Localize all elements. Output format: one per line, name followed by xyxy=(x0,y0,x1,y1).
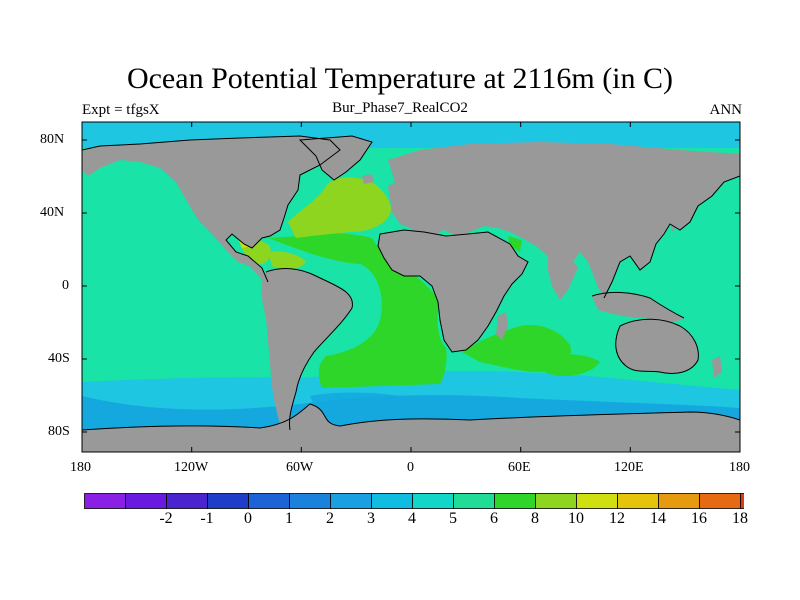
map-panel xyxy=(82,122,740,452)
colorbar-label: 8 xyxy=(531,510,539,527)
colorbar-label: 3 xyxy=(367,510,375,527)
colorbar-box xyxy=(699,493,741,509)
antarctica xyxy=(82,404,740,452)
colorbar-box xyxy=(84,493,126,509)
lon-tick-label: 120E xyxy=(614,460,644,475)
case-label: Bur_Phase7_RealCO2 xyxy=(332,100,468,116)
colorbar-label: 6 xyxy=(490,510,498,527)
lat-tick-label: 80S xyxy=(48,424,70,439)
north-atlantic-warmer-water xyxy=(288,177,391,238)
season-label: ANN xyxy=(709,102,743,118)
colorbar-box xyxy=(494,493,536,509)
colorbar-box xyxy=(125,493,167,509)
southeast-asia xyxy=(592,262,612,296)
iceland xyxy=(362,174,374,184)
india xyxy=(548,256,578,300)
colorbar-box xyxy=(535,493,577,509)
lat-tick-label: 0 xyxy=(62,278,69,293)
lon-tick-label: 180 xyxy=(70,460,91,475)
experiment-label: Expt = tfgsX xyxy=(82,102,160,118)
colorbar-label: -1 xyxy=(200,510,214,527)
colorbar-label: -2 xyxy=(159,510,173,527)
lat-tick-label: 40N xyxy=(40,205,65,220)
north-america xyxy=(82,136,340,282)
coastlines xyxy=(82,135,740,431)
lat-tick-label: 40S xyxy=(48,351,70,366)
south-america xyxy=(261,268,353,430)
colorbar-label: 18 xyxy=(732,510,748,527)
lat-tick-label: 80N xyxy=(40,132,65,147)
colorbar-label: 1 xyxy=(285,510,293,527)
lon-tick-label: 120W xyxy=(174,460,209,475)
colorbar-box xyxy=(453,493,495,509)
new-zealand xyxy=(712,356,722,378)
indian-ocean-warm-patch xyxy=(540,354,600,377)
drake-cold-pool xyxy=(310,392,420,414)
lon-tick-label: 60W xyxy=(286,460,314,475)
colorbar-label: 14 xyxy=(650,510,666,527)
colorbar-label: 0 xyxy=(244,510,252,527)
colorbar-label: 5 xyxy=(449,510,457,527)
japan xyxy=(668,206,680,232)
maritime-continent xyxy=(592,292,684,322)
colorbar-label: 4 xyxy=(408,510,416,527)
colorbar-box xyxy=(207,493,249,509)
colorbar-label: 2 xyxy=(326,510,334,527)
colorbar-box xyxy=(330,493,372,509)
lon-tick-label: 0 xyxy=(407,460,414,475)
lon-tick-label: 180 xyxy=(729,460,750,475)
colorbar xyxy=(84,493,744,509)
british-isles xyxy=(388,182,398,200)
colorbar-box xyxy=(740,493,744,509)
colorbar-box xyxy=(166,493,208,509)
colorbar-box xyxy=(248,493,290,509)
colorbar-label: 16 xyxy=(691,510,707,527)
australia xyxy=(615,319,699,374)
colorbar-box xyxy=(576,493,618,509)
gulf-warmer-water xyxy=(268,251,306,270)
lon-tick-label: 60E xyxy=(508,460,531,475)
colorbar-box xyxy=(289,493,331,509)
madagascar xyxy=(496,312,508,340)
axis-tick-marks xyxy=(82,122,740,452)
colorbar-box xyxy=(412,493,454,509)
colorbar-box xyxy=(371,493,413,509)
colorbar-label: 12 xyxy=(609,510,625,527)
page-title: Ocean Potential Temperature at 2116m (in… xyxy=(126,62,674,95)
colorbar-box xyxy=(658,493,700,509)
greenland xyxy=(300,136,372,180)
eurasia xyxy=(388,142,740,298)
colorbar-box xyxy=(617,493,659,509)
colorbar-label: 10 xyxy=(568,510,584,527)
red-sea-warm-patch xyxy=(508,236,522,252)
